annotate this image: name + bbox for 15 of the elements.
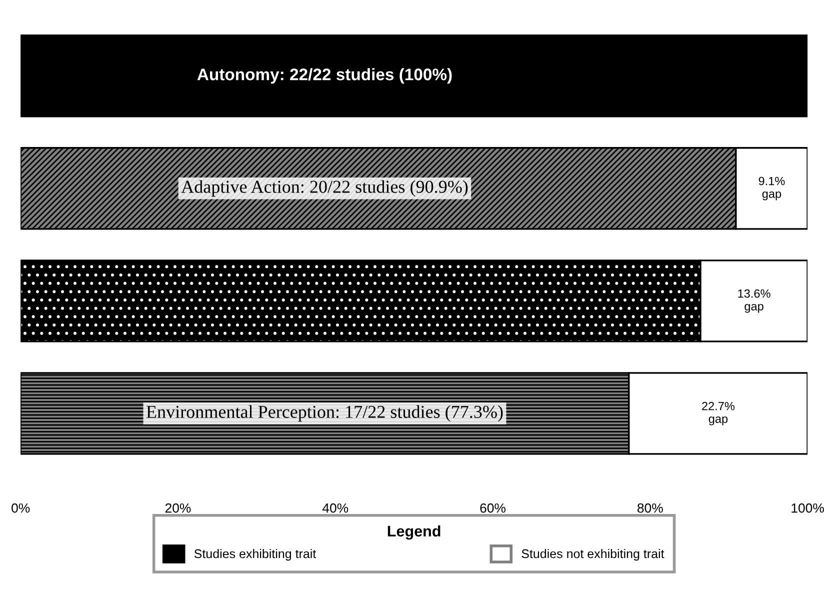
- x-tick-label: 40%: [322, 503, 348, 513]
- x-tick-label: 100%: [792, 503, 824, 513]
- legend-label: Studies exhibiting trait: [194, 548, 316, 561]
- legend-label: Studies not exhibiting trait: [522, 548, 664, 561]
- x-tick-label: 60%: [480, 503, 506, 513]
- legend-title: Legend: [388, 525, 440, 540]
- x-tick-label: 0%: [12, 503, 30, 513]
- x-tick-label: 80%: [638, 503, 663, 513]
- data-label: 13.6% gap: [738, 289, 770, 313]
- data-label: 22.7% gap: [702, 402, 735, 426]
- y-tick-label: Autonomy: 22/22 studies (100%): [197, 68, 452, 84]
- data-label: 9.1% gap: [758, 176, 785, 200]
- x-tick-label: 20%: [165, 503, 191, 513]
- y-tick-label: Adaptive Action: 20/22 studies (90.9%): [181, 180, 468, 197]
- y-tick-label: Environmental Perception: 17/22 studies (77.3%): [146, 405, 503, 422]
